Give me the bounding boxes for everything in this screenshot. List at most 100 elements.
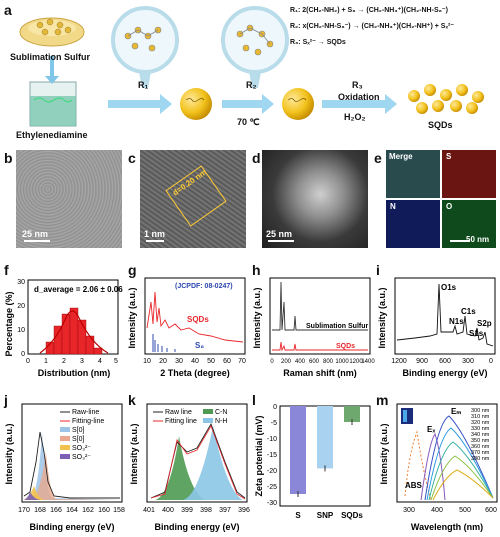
svg-text:SO₃²⁻: SO₃²⁻	[72, 445, 91, 452]
chart-j-ylabel: Intensity (a.u.)	[4, 423, 14, 484]
r2-label: R₂	[246, 80, 257, 90]
svg-text:3: 3	[80, 358, 84, 365]
chart-h-series-sulfur: Sublimation Sulfur	[306, 323, 368, 330]
temperature-label: 70 ℃	[237, 117, 260, 127]
chart-h-xlabel: Raman shift (nm)	[283, 368, 357, 378]
series-m-abs	[404, 430, 432, 501]
eds-tile-s: S	[442, 150, 496, 198]
svg-text:N-H: N-H	[215, 418, 227, 425]
series-m-em-1	[424, 415, 494, 501]
svg-text:300 nm: 300 nm	[471, 408, 490, 414]
svg-text:330 nm: 330 nm	[471, 426, 490, 432]
svg-text:800: 800	[323, 359, 334, 365]
panel-label-c: c	[128, 150, 136, 166]
zeta-bar-2	[344, 406, 360, 422]
panel-label-m: m	[376, 392, 389, 408]
svg-text:Raw line: Raw line	[165, 409, 192, 416]
chart-g-series-s8: S₈	[195, 341, 204, 350]
chart-l-zeta: Zeta potential (mV) S SNP SQDs 0 -5 -10 -1…	[254, 404, 371, 520]
scale-text-b: 25 nm	[22, 229, 49, 239]
panel-label-k: k	[128, 392, 136, 408]
svg-text:S[0]: S[0]	[72, 436, 85, 443]
chart-l-cat-s: S	[295, 511, 301, 520]
svg-text:340 nm: 340 nm	[471, 432, 490, 438]
svg-text:2: 2	[62, 358, 66, 365]
chart-j-legend: Raw-line Fitting-line S[0] S[0] SO₃²⁻ SO…	[60, 409, 104, 461]
chart-i-ylabel: Intensity (a.u.)	[377, 287, 387, 348]
zeta-bar-1	[317, 406, 333, 469]
chart-k-xps-n1s: Raw line Fitting line C-N N-H Intensity …	[129, 403, 250, 532]
chart-f-annotation: d_average = 2.06 ± 0.06 nm	[34, 285, 125, 294]
sqd-dots	[408, 84, 484, 114]
chart-g-xlabel: 2 Theta (degree)	[160, 368, 230, 378]
series-m-em-5	[432, 469, 494, 501]
svg-text:396: 396	[238, 507, 250, 514]
chart-k-xlabel: Binding energy (eV)	[154, 522, 239, 532]
svg-text:164: 164	[66, 507, 78, 514]
equation-r1: R₁: 2(CH₂-NH₂) + S₈ → (CH₂-NH₃⁺)(CH₂-NH-…	[290, 7, 448, 14]
series-h-sulfur	[272, 281, 368, 331]
svg-text:5: 5	[114, 358, 118, 365]
chart-f-xlabel: Distribution (nm)	[38, 368, 111, 378]
chart-l-ylabel: Zeta potential (mV)	[254, 415, 264, 496]
panel-label-f: f	[4, 262, 9, 278]
svg-text:Fitting-line: Fitting-line	[72, 418, 104, 425]
svg-text:162: 162	[82, 507, 94, 514]
panel-label-e: e	[374, 150, 382, 166]
chart-k-legend: Raw line Fitting line C-N N-H	[153, 409, 227, 425]
chart-j-xlabel: Binding energy (eV)	[29, 522, 114, 532]
eds-tile-merge: Merge	[386, 150, 440, 198]
peak-label-c1s: C1s	[461, 307, 476, 316]
svg-text:158: 158	[113, 507, 125, 514]
svg-text:0: 0	[21, 351, 25, 358]
series-m-em-2	[426, 427, 494, 501]
eds-tile-o: O 50 nm	[442, 200, 496, 248]
svg-text:40: 40	[191, 358, 199, 365]
chart-l-cat-sqds: SQDs	[341, 511, 363, 520]
svg-text:397: 397	[219, 507, 231, 514]
oxidation-label: Oxidation	[338, 92, 380, 102]
series-i-survey	[396, 283, 494, 347]
series-h-sqds	[272, 341, 368, 352]
h2o2-label: H₂O₂	[344, 112, 366, 122]
chart-g-jcpdf: (JCPDF: 08-0247)	[175, 283, 233, 290]
peak-label-s1s: S1s	[469, 329, 484, 338]
svg-text:1200: 1200	[349, 359, 363, 365]
zeta-bar-0	[290, 406, 306, 494]
balloon-r2	[221, 6, 289, 88]
svg-text:350 nm: 350 nm	[471, 438, 490, 444]
panel-label-a: a	[4, 2, 12, 18]
svg-text:168: 168	[34, 507, 46, 514]
bar-f-5	[77, 319, 87, 355]
svg-text:170: 170	[18, 507, 30, 514]
sublimation-sulfur-label: Sublimation Sulfur	[10, 52, 90, 62]
svg-text:-5: -5	[271, 420, 277, 427]
svg-text:160: 160	[98, 507, 110, 514]
equation-r2: R₂: x(CH₂-NH-S₈⁻) → (CH₂-NH₃⁺)(CH₂-NH⁺) …	[290, 23, 455, 30]
svg-text:300: 300	[403, 507, 415, 514]
tem-image-b: 25 nm	[16, 150, 122, 248]
sulfur-sphere-2	[282, 88, 314, 120]
panel-label-l: l	[252, 392, 256, 408]
chart-f-histogram: d_average = 2.06 ± 0.06 nm Percentage (%…	[4, 279, 125, 378]
chart-g-ylabel: Intensity (a.u.)	[127, 287, 137, 348]
chart-h-raman: Sublimation Sulfur SQDs Intensity (a.u.)…	[252, 277, 375, 378]
bar-f-7	[93, 347, 103, 355]
series-k-fit	[150, 425, 246, 500]
svg-text:399: 399	[181, 507, 193, 514]
peak-label-o1s: O1s	[441, 283, 457, 292]
chart-g-series-sqds: SQDs	[187, 315, 209, 324]
svg-text:398: 398	[200, 507, 212, 514]
svg-text:20: 20	[159, 358, 167, 365]
svg-text:0: 0	[26, 358, 30, 365]
svg-text:4: 4	[98, 358, 102, 365]
series-g-s8	[152, 334, 176, 352]
panel-label-h: h	[252, 262, 261, 278]
chart-h-series-sqds: SQDs	[336, 343, 355, 350]
bar-f-3	[61, 313, 71, 355]
chart-f-ylabel: Percentage (%)	[4, 291, 14, 356]
scale-bar-c	[146, 240, 164, 242]
haadf-image-d: 25 nm	[262, 150, 368, 248]
panel-label-j: j	[4, 392, 8, 408]
hrtem-image-c: d=0.20 nm 1 nm	[140, 150, 246, 248]
